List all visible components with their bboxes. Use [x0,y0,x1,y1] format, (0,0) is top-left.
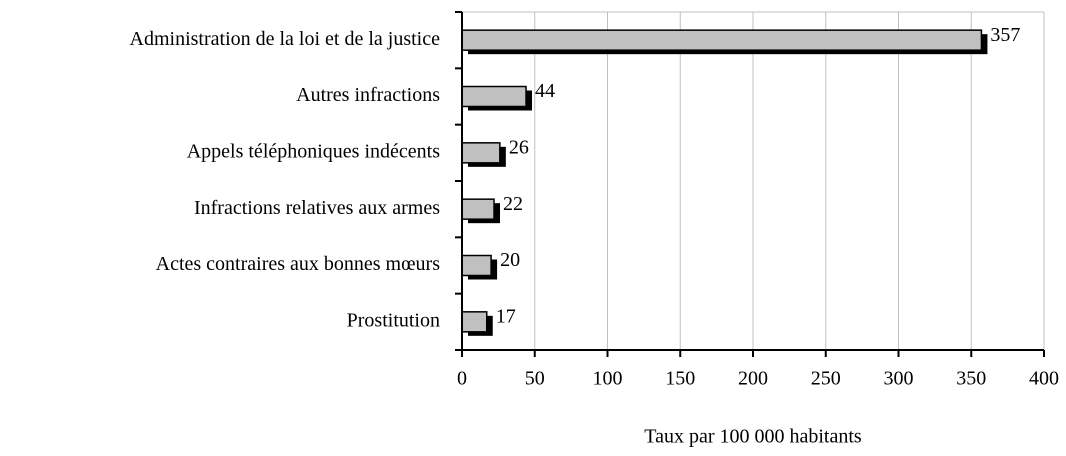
y-tick-label: Administration de la loi et de la justic… [130,28,441,50]
x-axis-title: Taux par 100 000 habitants [644,426,862,448]
bar [461,85,527,108]
y-tick-label: Appels téléphoniques indécents [187,140,440,162]
bar [461,29,983,51]
x-tick-label: 250 [811,368,841,390]
value-label: 26 [509,136,529,158]
y-tick-label: Autres infractions [296,84,440,106]
bar [461,254,492,277]
y-tick-label: Prostitution [347,309,440,331]
y-tick-label: Infractions relatives aux armes [194,197,440,219]
value-label: 357 [990,24,1020,46]
y-tick-label: Actes contraires aux bonnes mœurs [156,253,441,275]
x-tick-label: 50 [525,368,545,390]
x-tick-label: 400 [1029,368,1059,390]
bar [461,311,488,333]
value-label: 20 [500,249,520,271]
value-label: 22 [503,193,523,215]
x-tick-label: 200 [738,368,768,390]
bar [461,142,501,164]
bar [461,198,495,220]
value-label: 44 [535,80,555,102]
x-tick-label: 0 [457,368,467,390]
value-label: 17 [496,305,516,327]
x-tick-label: 100 [593,368,623,390]
x-tick-label: 150 [665,368,695,390]
x-tick-label: 300 [884,368,914,390]
x-tick-label: 350 [956,368,986,390]
